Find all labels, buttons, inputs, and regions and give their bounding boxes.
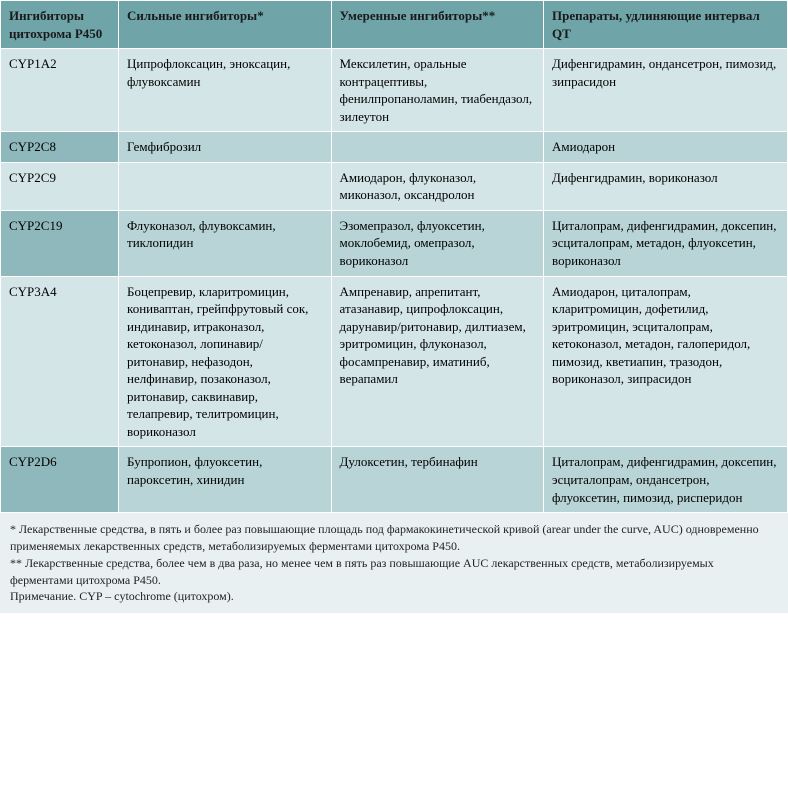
cell-qt: Циталопрам, дифенгидрамин, доксепин, эсц… bbox=[544, 210, 788, 276]
cell-moderate: Дулоксетин, тербинафин bbox=[331, 447, 543, 513]
table-body: CYP1A2 Ципрофлоксацин, эноксацин, флувок… bbox=[1, 49, 788, 513]
footnote-2: ** Лекарственные средства, более чем в д… bbox=[10, 555, 778, 589]
table-row: CYP2C9 Амиодарон, флуконазол, миконазол,… bbox=[1, 162, 788, 210]
table-row: CYP3A4 Боцепревир, кларитромицин, конива… bbox=[1, 276, 788, 447]
cell-strong: Бупропион, флуоксетин, пароксетин, хинид… bbox=[119, 447, 331, 513]
cell-moderate: Эзомепразол, флуоксетин, моклобемид, оме… bbox=[331, 210, 543, 276]
footnote-3: Примечание. CYP – cytochrome (цитохром). bbox=[10, 588, 778, 605]
cell-moderate: Ампренавир, апрепитант, атазанавир, ципр… bbox=[331, 276, 543, 447]
footnotes: * Лекарственные средства, в пять и более… bbox=[0, 513, 788, 613]
cell-moderate bbox=[331, 132, 543, 163]
cell-qt: Дифенгидрамин, ондансетрон, пимозид, зип… bbox=[544, 49, 788, 132]
table-row: CYP1A2 Ципрофлоксацин, эноксацин, флувок… bbox=[1, 49, 788, 132]
cell-strong: Флуконазол, флувоксамин, тиклопидин bbox=[119, 210, 331, 276]
cell-qt: Циталопрам, дифенгидрамин, доксепин, эсц… bbox=[544, 447, 788, 513]
cell-strong: Ципрофлоксацин, эноксацин, флувоксамин bbox=[119, 49, 331, 132]
cyp450-table: Ингибиторы цитохрома P450 Сильные ингиби… bbox=[0, 0, 788, 513]
cell-enzyme: CYP2C19 bbox=[1, 210, 119, 276]
col-header-enzyme: Ингибиторы цитохрома P450 bbox=[1, 1, 119, 49]
cell-strong: Гемфиброзил bbox=[119, 132, 331, 163]
table-row: CYP2C8 Гемфиброзил Амиодарон bbox=[1, 132, 788, 163]
cell-moderate: Мексилетин, оральные контрацептивы, фени… bbox=[331, 49, 543, 132]
col-header-moderate: Умеренные ингибиторы** bbox=[331, 1, 543, 49]
cell-qt: Амиодарон bbox=[544, 132, 788, 163]
cell-moderate: Амиодарон, флуконазол, миконазол, оксанд… bbox=[331, 162, 543, 210]
cell-enzyme: CYP2C9 bbox=[1, 162, 119, 210]
cell-enzyme: CYP1A2 bbox=[1, 49, 119, 132]
col-header-strong: Сильные ингибиторы* bbox=[119, 1, 331, 49]
col-header-qt: Препараты, удлиняющие интервал QT bbox=[544, 1, 788, 49]
cell-qt: Амиодарон, циталопрам, кларитромицин, до… bbox=[544, 276, 788, 447]
header-row: Ингибиторы цитохрома P450 Сильные ингиби… bbox=[1, 1, 788, 49]
cell-enzyme: CYP2D6 bbox=[1, 447, 119, 513]
table-container: Ингибиторы цитохрома P450 Сильные ингиби… bbox=[0, 0, 788, 613]
table-row: CYP2D6 Бупропион, флуоксетин, пароксетин… bbox=[1, 447, 788, 513]
table-row: CYP2C19 Флуконазол, флувоксамин, тиклопи… bbox=[1, 210, 788, 276]
cell-qt: Дифенгидрамин, вориконазол bbox=[544, 162, 788, 210]
cell-enzyme: CYP2C8 bbox=[1, 132, 119, 163]
cell-strong bbox=[119, 162, 331, 210]
cell-strong: Боцепревир, кларитромицин, кониваптан, г… bbox=[119, 276, 331, 447]
cell-enzyme: CYP3A4 bbox=[1, 276, 119, 447]
footnote-1: * Лекарственные средства, в пять и более… bbox=[10, 521, 778, 555]
